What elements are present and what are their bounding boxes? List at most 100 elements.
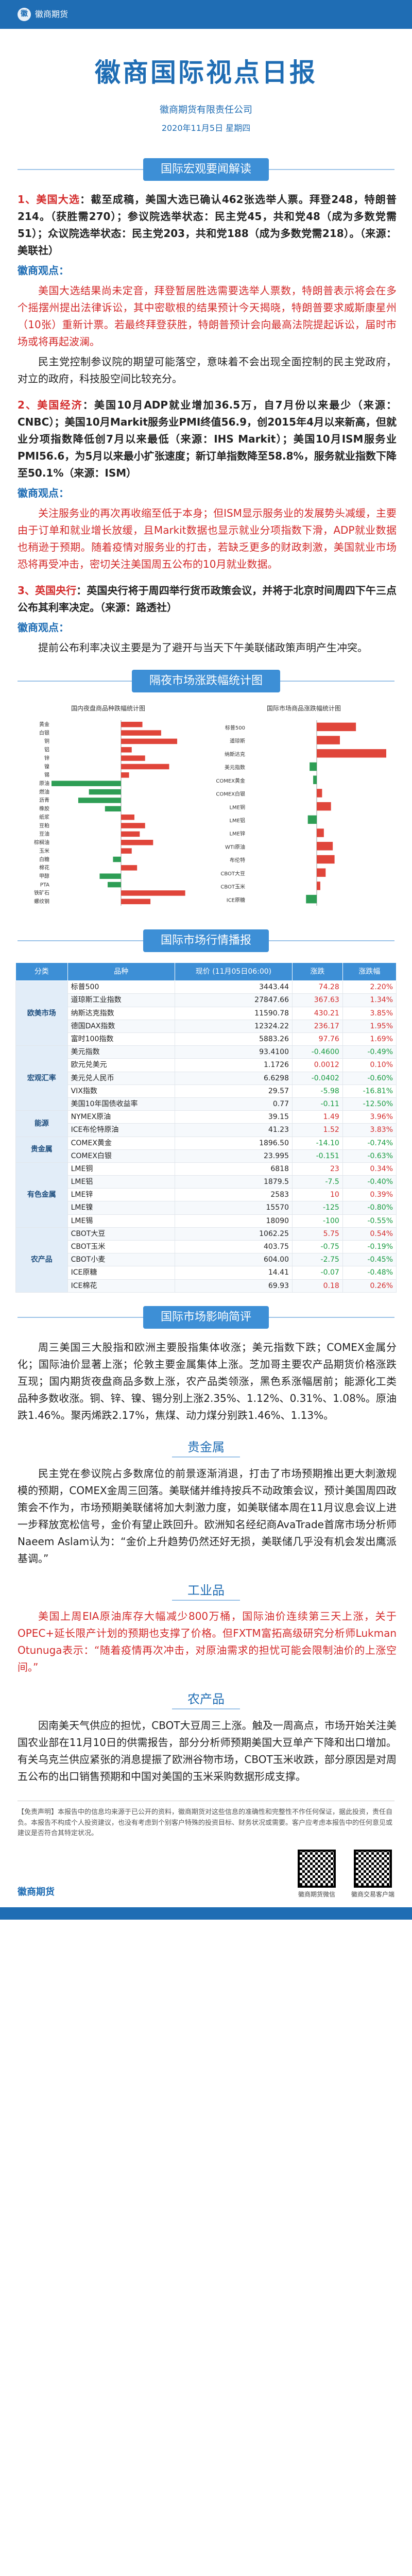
bar bbox=[121, 721, 143, 727]
category-cell: 有色金属 bbox=[15, 1162, 68, 1228]
table-row: ICE原糖 14.41 -0.07 -0.48% bbox=[16, 1266, 397, 1280]
report-title: 徽商国际视点日报 bbox=[95, 58, 317, 88]
table-row: CBOT玉米 403.75 -0.75 -0.19% bbox=[16, 1240, 397, 1254]
table-header-cell: 分类 bbox=[15, 962, 68, 981]
industrial-heading: 工业品 bbox=[0, 1581, 412, 1601]
category-label: 黄金 bbox=[39, 721, 49, 727]
category-label: COMEX白银 bbox=[216, 790, 245, 797]
table-cell: 美国10年国债收益率 bbox=[67, 1097, 175, 1111]
category-label: 棉花 bbox=[39, 864, 49, 871]
bottom-bar bbox=[0, 1907, 412, 1920]
bar bbox=[121, 839, 153, 845]
bar bbox=[121, 814, 134, 820]
category-label: 橡胶 bbox=[39, 805, 49, 812]
impact-industrial: 美国上周EIA原油库存大幅减少800万桶，国际油价连续第三天上涨，关于OPEC+… bbox=[18, 1610, 397, 1674]
agri-heading: 农产品 bbox=[0, 1689, 412, 1710]
table-cell: -0.48% bbox=[342, 1266, 397, 1280]
category-label: 白糖 bbox=[39, 856, 49, 862]
table-cell: 1.1726 bbox=[174, 1058, 293, 1072]
table-cell: 1.95% bbox=[342, 1019, 397, 1033]
category-label: 标普500 bbox=[225, 724, 245, 731]
section-impact: 国际市场影响简评 bbox=[18, 1306, 395, 1329]
section-title: 国际宏观要闻解读 bbox=[143, 158, 269, 181]
bar bbox=[121, 755, 145, 761]
category-label: CBOT大豆 bbox=[220, 870, 245, 877]
bar bbox=[113, 856, 121, 862]
table-cell: CBOT玉米 bbox=[67, 1240, 175, 1254]
table-cell: LME镍 bbox=[67, 1201, 175, 1215]
section-macro: 国际宏观要闻解读 bbox=[18, 158, 395, 181]
table-cell: 23.995 bbox=[174, 1149, 293, 1163]
table-cell: 1.69% bbox=[342, 1032, 397, 1046]
table-cell: 23 bbox=[291, 1162, 343, 1176]
bar bbox=[105, 806, 121, 811]
table-row: 欧元兑美元 1.1726 0.0012 0.10% bbox=[16, 1058, 397, 1072]
table-cell: 美元指数 bbox=[67, 1045, 175, 1059]
table-cell: 3.85% bbox=[342, 1006, 397, 1020]
footer: 徽商期货 徽商期货微信 徽商交易客户端 bbox=[0, 1839, 412, 1900]
table-cell: -12.50% bbox=[342, 1097, 397, 1111]
impact-macro: 周三美国三大股指和欧洲主要股指集体收涨；美元指数下跌；COMEX金属分化；国际油… bbox=[18, 1341, 397, 1422]
table-cell: -0.11 bbox=[291, 1097, 343, 1111]
view-text: 民主党控制参议院的期望可能落空，意味着不会出现全面控制的民主党政府，对立的政府，… bbox=[18, 355, 397, 385]
category-label: ICE原糖 bbox=[227, 896, 245, 903]
market-table: 分类 品种 现价 (11月05日06:00) 涨跌 涨跌幅 欧美市场 标普500 3443.… bbox=[15, 962, 397, 1293]
table-header-row: 分类 品种 现价 (11月05日06:00) 涨跌 涨跌幅 bbox=[15, 962, 397, 981]
view-highlight: 美国大选结果尚未定音，拜登暂居胜选需要选举人票数，特朗普表示将会在多个摇摆州提出… bbox=[18, 284, 397, 348]
bar bbox=[121, 899, 151, 904]
table-cell: -0.07 bbox=[291, 1266, 343, 1280]
category-cell: 贵金属 bbox=[15, 1136, 68, 1163]
table-row: 富时100指数 5883.26 97.76 1.69% bbox=[16, 1032, 397, 1046]
table-cell: 纳斯达克指数 bbox=[67, 1006, 175, 1020]
bar bbox=[317, 828, 324, 837]
table-cell: 1062.25 bbox=[174, 1227, 293, 1241]
category-cell: 农产品 bbox=[15, 1227, 68, 1293]
table-row: LME镍 15570 -125 -0.80% bbox=[16, 1201, 397, 1215]
category-label: 豆粕 bbox=[39, 822, 49, 829]
logo-icon: 徽 bbox=[18, 7, 31, 21]
bar bbox=[89, 789, 121, 795]
table-row: LME锡 18090 -100 -0.55% bbox=[16, 1214, 397, 1228]
bar bbox=[317, 855, 335, 863]
table-cell: 39.15 bbox=[174, 1110, 293, 1124]
table-row: LME锌 2583 10 0.39% bbox=[16, 1188, 397, 1202]
table-row: 能源 NYMEX原油 39.15 1.49 3.96% bbox=[15, 1110, 397, 1137]
table-cell: CBOT大豆 bbox=[67, 1227, 175, 1241]
view-label: 徽商观点： bbox=[18, 486, 69, 499]
table-cell: 道琼斯工业指数 bbox=[67, 993, 175, 1007]
category-label: 锌 bbox=[44, 755, 49, 761]
table-cell: 0.10% bbox=[342, 1058, 397, 1072]
macro-news-list: 1、美国大选：截至成稿，美国大选已确认462张选举人票。拜登248，特朗普214… bbox=[0, 191, 412, 656]
report-date: 2020年11月5日 星期四 bbox=[161, 123, 251, 133]
bar bbox=[52, 781, 121, 786]
table-cell: 236.17 bbox=[291, 1019, 343, 1033]
section-charts: 隔夜市场涨跌幅统计图 bbox=[18, 669, 395, 693]
table-row: 美元兑人民币 6.6298 -0.0402 -0.60% bbox=[16, 1071, 397, 1085]
table-cell: LME铝 bbox=[67, 1175, 175, 1189]
bar bbox=[121, 865, 138, 871]
table-cell: 5883.26 bbox=[174, 1032, 293, 1046]
table-cell: 6818 bbox=[174, 1162, 293, 1176]
category-label: 豆油 bbox=[39, 831, 49, 837]
domestic-chart: 国内夜盘商品种跌幅统计图 黄金 白银铜铝锌镍锡原油 燃油 沥青 橡胶 纸浆 豆粕 豆油 棕榈油玉… bbox=[15, 705, 201, 911]
bar bbox=[306, 894, 317, 904]
table-cell: 0.0012 bbox=[291, 1058, 343, 1072]
category-label: WTI原油 bbox=[225, 843, 245, 850]
table-row: ICE布伦特原油 41.23 1.52 3.83% bbox=[16, 1123, 397, 1137]
table-cell: 德国DAX指数 bbox=[67, 1019, 175, 1033]
table-cell: 0.77 bbox=[174, 1097, 293, 1111]
category-label: PTA bbox=[40, 882, 49, 888]
table-cell: -0.49% bbox=[342, 1045, 397, 1059]
table-cell: -0.19% bbox=[342, 1240, 397, 1254]
table-cell: LME铜 bbox=[67, 1162, 175, 1176]
impact-agri: 因南美天气供应的担忧，CBOT大豆周三上涨。触及一周高点，市场开始关注美国农业部… bbox=[18, 1719, 397, 1783]
disclaimer: 【免责声明】本报告中的信息均来源于已公开的资料，徽商期货对这些信息的准确性和完整… bbox=[18, 1800, 394, 1839]
wechat-qr: 徽商期货微信 bbox=[297, 1850, 336, 1900]
table-cell: 1.34% bbox=[342, 993, 397, 1007]
company-name: 徽商期货有限责任公司 bbox=[160, 104, 252, 115]
table-row: 欧美市场 标普500 3443.44 74.28 2.20% bbox=[15, 980, 397, 1046]
view-highlight: 关注服务业的再次再收缩至低于本身；但ISM显示服务业的发展势头减缓，主要由于订单… bbox=[18, 506, 397, 570]
category-label: CBOT玉米 bbox=[220, 883, 245, 890]
macro-item: 3、英国央行：英国央行将于周四举行货币政策会议，并将于北京时间周四下午三点公布其… bbox=[0, 582, 412, 656]
table-cell: 41.23 bbox=[174, 1123, 293, 1137]
